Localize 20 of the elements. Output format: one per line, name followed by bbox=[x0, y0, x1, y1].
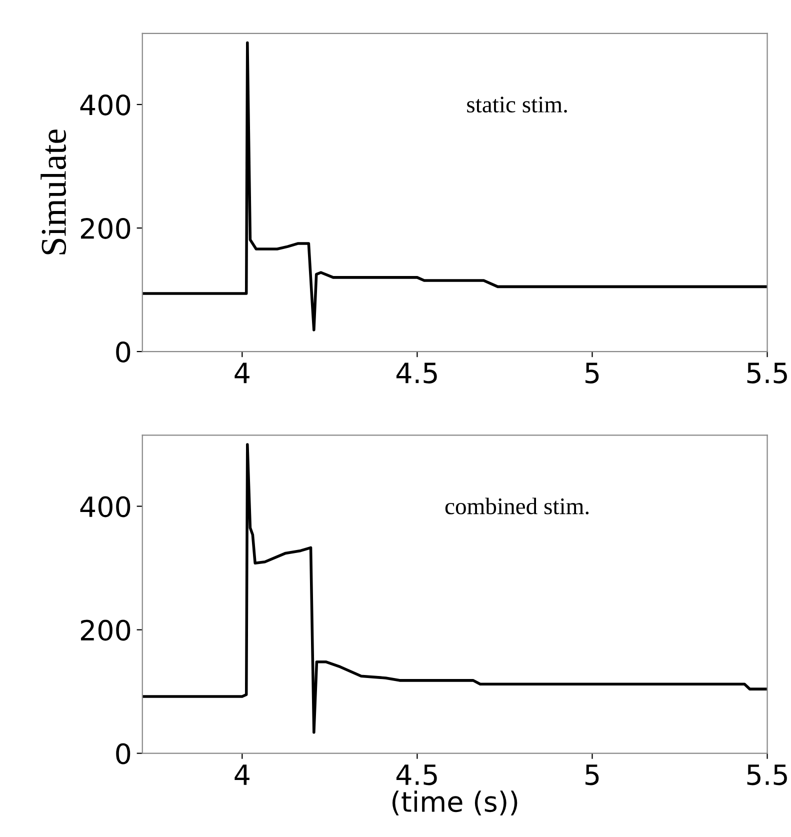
x-tick-label: 5 bbox=[586, 362, 599, 384]
x-tick-label: 5 bbox=[586, 764, 599, 786]
line-series bbox=[142, 41, 768, 332]
y-tick-label: 200 bbox=[80, 218, 130, 239]
annotation: static stim. bbox=[467, 96, 567, 113]
y-tick-label: 0 bbox=[116, 743, 130, 764]
x-axis-title: (time (s)) bbox=[392, 790, 518, 816]
y-tick-label: 0 bbox=[116, 341, 130, 362]
x-tick-label: 5.5 bbox=[747, 362, 787, 384]
y-tick-label: 400 bbox=[80, 496, 130, 518]
y-axis-title: Simulate bbox=[40, 130, 66, 254]
y-tick-label: 200 bbox=[80, 620, 130, 641]
x-tick-label: 4 bbox=[234, 362, 250, 384]
x-tick-label: 4.5 bbox=[396, 764, 437, 786]
annotation: combined stim. bbox=[445, 498, 589, 514]
x-tick-label: 4.5 bbox=[396, 362, 437, 384]
x-tick-label: 5.5 bbox=[747, 764, 787, 786]
x-tick-label: 4 bbox=[234, 764, 250, 785]
y-tick-label: 400 bbox=[80, 94, 130, 116]
line-series bbox=[142, 443, 768, 734]
